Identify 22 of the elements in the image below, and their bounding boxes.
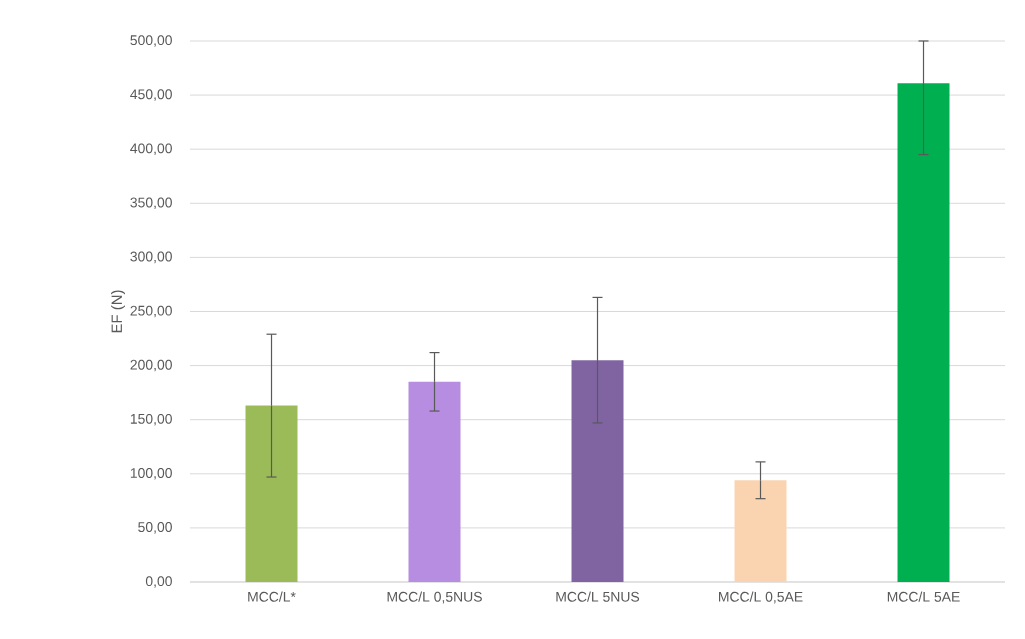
y-tick-label: 50,00 <box>138 522 172 534</box>
y-tick-label: 450,00 <box>130 89 172 101</box>
bar <box>897 83 950 582</box>
bar <box>245 405 298 582</box>
x-tick-label: MCC/L 5NUS <box>556 591 640 602</box>
y-tick-label: 300,00 <box>130 251 172 264</box>
y-tick-label: 350,00 <box>130 197 172 210</box>
y-tick-label: 500,00 <box>130 35 172 47</box>
x-tick-label: MCC/L 0,5NUS <box>387 591 482 604</box>
bar <box>734 480 787 582</box>
y-tick-label: 0,00 <box>145 576 172 588</box>
y-tick-label: 100,00 <box>130 468 172 480</box>
x-tick-label: MCC/L 0,5AE <box>719 591 803 604</box>
bar <box>571 360 624 582</box>
x-tick-label: MCC/L* <box>248 591 296 602</box>
y-axis-title: EF (N) <box>111 290 125 333</box>
y-tick-label: 200,00 <box>130 359 172 372</box>
x-tick-label: MCC/L 5AE <box>887 591 960 602</box>
bar <box>408 381 461 582</box>
y-tick-label: 250,00 <box>130 305 172 318</box>
y-tick-label: 400,00 <box>130 143 172 155</box>
y-tick-label: 150,00 <box>130 413 172 426</box>
